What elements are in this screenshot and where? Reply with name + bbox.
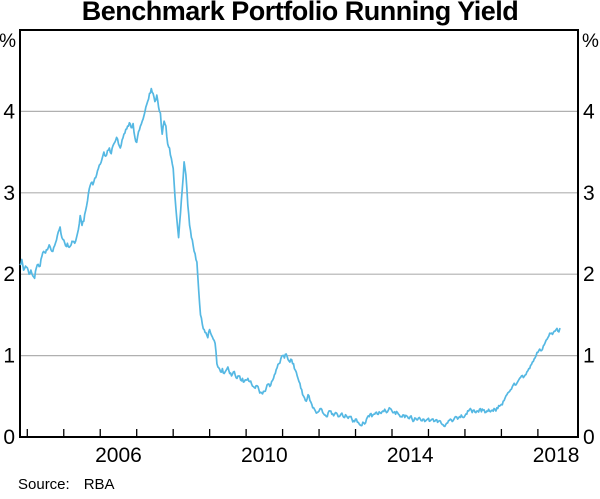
y-tick-label-left: 2 [3, 263, 15, 286]
y-tick-label-right: 4 [583, 100, 595, 123]
chart-title: Benchmark Portfolio Running Yield [81, 0, 519, 26]
y-tick-label-left: 3 [3, 182, 15, 205]
source-value: RBA [83, 476, 115, 493]
x-tick-label: 2010 [241, 444, 288, 467]
y-tick-label-left: 1 [3, 345, 15, 368]
x-tick-label: 2006 [95, 444, 142, 467]
plot-border [19, 29, 579, 438]
y-tick-label-left: 0 [3, 426, 15, 449]
source-line: Source: RBA [18, 476, 115, 493]
percent-label-right: % [582, 31, 599, 52]
percent-label-left: % [0, 31, 16, 52]
x-tick-label: 2014 [387, 444, 434, 467]
y-tick-label-right: 1 [583, 345, 595, 368]
source-label: Source: [18, 476, 70, 493]
y-tick-label-left: 4 [3, 100, 15, 123]
x-tick-label: 2018 [533, 444, 580, 467]
y-tick-label-right: 0 [583, 426, 595, 449]
y-tick-label-right: 3 [583, 182, 595, 205]
y-tick-label-right: 2 [583, 263, 595, 286]
yield-line [19, 87, 561, 428]
